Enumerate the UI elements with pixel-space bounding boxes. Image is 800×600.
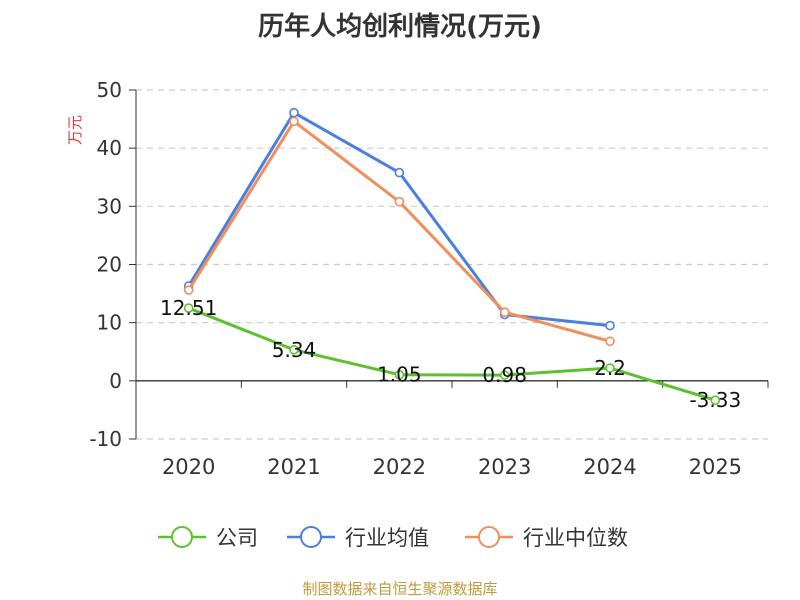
data-label: -3.33 — [689, 388, 741, 412]
data-point — [183, 285, 194, 295]
legend-swatch-marker — [478, 526, 500, 548]
legend-label: 行业中位数 — [523, 526, 628, 550]
source-note: 制图数据来自恒生聚源数据库 — [302, 580, 498, 598]
x-tick-label: 2020 — [162, 455, 215, 479]
data-point — [289, 116, 299, 127]
x-tick-label: 2023 — [478, 455, 531, 479]
series-line — [187, 111, 611, 328]
y-tick-label: -10 — [89, 427, 122, 451]
data-point — [605, 363, 615, 373]
y-tick-label: 40 — [97, 136, 122, 160]
y-tick-label: 10 — [97, 311, 122, 335]
legend-label: 公司 — [216, 526, 258, 550]
data-point — [394, 196, 405, 207]
chart-title: 历年人均创利情况(万元) — [258, 12, 542, 42]
data-label: 0.98 — [482, 363, 527, 387]
axes: -10 0 10 20 30 40 50 2020 2021 2022 2023 2024 2025 万元 — [66, 78, 769, 479]
x-tick-label: 2024 — [583, 455, 636, 479]
y-tick-label: 20 — [97, 253, 122, 277]
legend-swatch-marker — [300, 526, 322, 548]
y-tick-label: 30 — [97, 194, 122, 218]
data-point — [605, 320, 615, 331]
series-line — [188, 306, 716, 402]
data-point — [499, 370, 510, 380]
data-label: 2.2 — [594, 356, 626, 380]
y-axis-label: 万元 — [66, 115, 84, 145]
data-point — [710, 395, 721, 406]
data-point — [289, 107, 299, 118]
series-line — [187, 119, 611, 343]
data-point — [605, 336, 615, 347]
data-point — [394, 167, 405, 178]
x-tick-label: 2022 — [373, 455, 426, 479]
data-label: 5.34 — [272, 338, 317, 362]
x-tick-label: 2025 — [689, 455, 742, 479]
series-lines — [183, 107, 721, 406]
x-tick-label: 2021 — [267, 455, 320, 479]
data-label: 1.05 — [377, 363, 422, 387]
legend-item[interactable]: 行业均值 — [287, 526, 429, 550]
data-point — [289, 344, 299, 355]
legend-item[interactable]: 行业中位数 — [465, 526, 628, 550]
legend-item[interactable]: 公司 — [158, 526, 258, 550]
data-label: 12.51 — [160, 296, 217, 320]
data-point — [183, 303, 194, 313]
legend[interactable]: 公司 行业均值 行业中位数 — [158, 526, 628, 550]
y-tick-label: 50 — [97, 78, 122, 102]
legend-swatch-marker — [171, 526, 193, 548]
legend-label: 行业均值 — [345, 526, 429, 550]
data-point — [499, 307, 510, 317]
data-point — [394, 369, 405, 380]
data-labels: 12.51 5.34 1.05 0.98 2.2 -3.33 — [160, 296, 741, 412]
y-tick-label: 0 — [109, 369, 122, 393]
